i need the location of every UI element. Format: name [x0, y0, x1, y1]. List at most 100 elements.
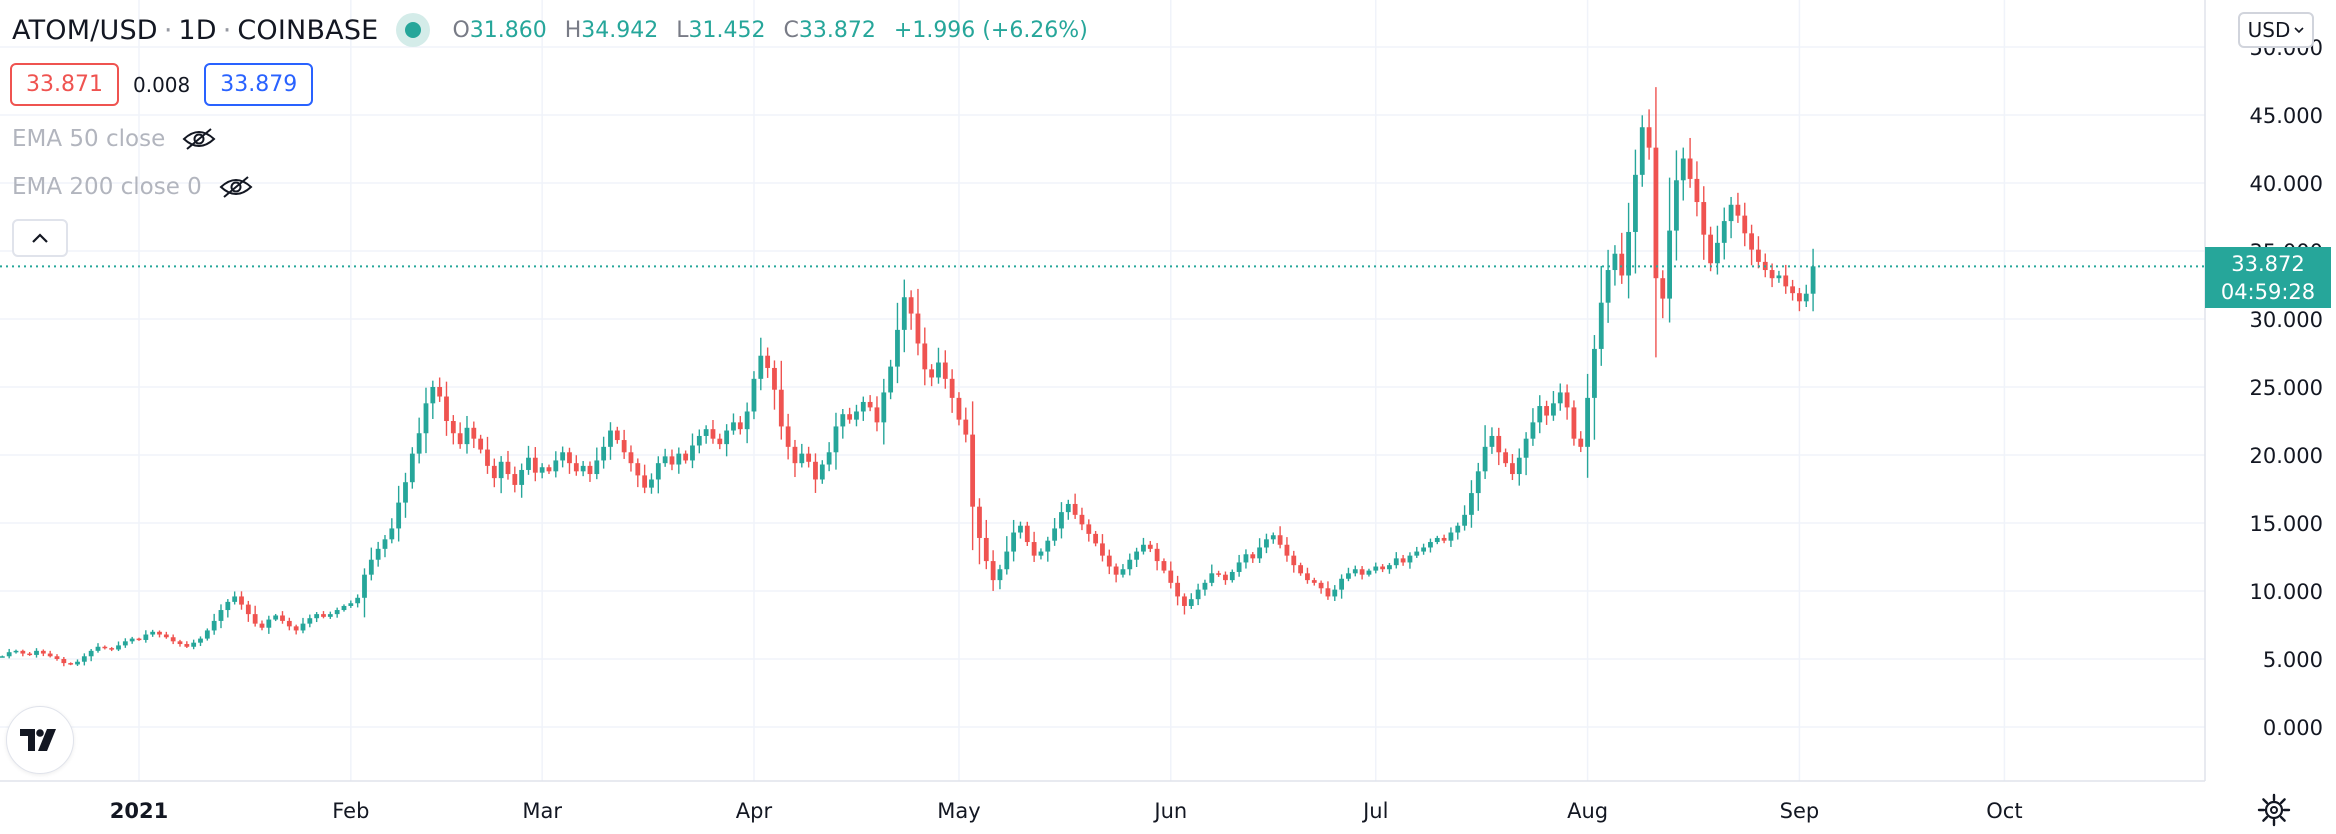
candle: [1592, 335, 1597, 440]
interval-label[interactable]: 1D: [178, 14, 217, 46]
candle: [170, 634, 176, 645]
candle: [560, 446, 566, 468]
candle: [1223, 571, 1228, 585]
candle: [184, 641, 190, 649]
candle: [375, 541, 381, 567]
candle: [444, 381, 449, 436]
candle: [758, 337, 764, 391]
candle: [88, 649, 94, 662]
candle: [27, 652, 33, 656]
candle: [799, 443, 805, 468]
candle: [334, 607, 340, 618]
candle: [1182, 593, 1187, 615]
candle: [307, 614, 313, 628]
time-axis[interactable]: 2021 Feb Mar Apr May Jun Jul Aug Sep Oct: [110, 799, 2023, 823]
candle: [1475, 462, 1481, 511]
candle: [683, 450, 689, 464]
candle: [792, 439, 798, 478]
candle: [1168, 561, 1174, 589]
candle: [286, 617, 292, 631]
candle: [1100, 534, 1105, 562]
candle: [1544, 400, 1549, 425]
candle: [1284, 537, 1290, 562]
candle: [703, 425, 709, 444]
candle: [1065, 499, 1071, 520]
candle: [1134, 547, 1140, 568]
candle: [348, 600, 354, 608]
price-axis[interactable]: 0.000 5.000 10.000 15.000 20.000 25.000 30.000…: [2250, 36, 2323, 740]
time-tick-label: Apr: [736, 799, 773, 823]
candle: [1797, 287, 1802, 312]
candle: [430, 380, 436, 419]
candle: [129, 636, 135, 644]
candle: [1045, 536, 1051, 562]
symbol-name[interactable]: ATOM/USD: [12, 14, 158, 46]
candle: [970, 401, 976, 551]
candle: [498, 456, 504, 494]
eye-off-icon[interactable]: [218, 175, 254, 199]
candle: [744, 402, 750, 444]
candle: [1011, 519, 1017, 562]
candle: [1052, 518, 1058, 546]
candle: [1776, 270, 1782, 283]
indicator-ema-200[interactable]: EMA 200 close 0: [12, 174, 254, 200]
candle: [1359, 566, 1365, 580]
candle: [908, 290, 914, 330]
candle: [539, 463, 545, 479]
candle: [956, 392, 962, 426]
candle: [532, 447, 538, 482]
candle: [1783, 264, 1789, 294]
indicator-ema-50[interactable]: EMA 50 close: [12, 126, 217, 152]
currency-selector[interactable]: USD: [2238, 12, 2314, 48]
candle: [1701, 186, 1707, 260]
candle: [1257, 538, 1263, 563]
candle: [840, 408, 846, 439]
candle: [1209, 564, 1215, 587]
candle: [1004, 536, 1010, 575]
low-key: L: [676, 17, 689, 43]
candle: [1653, 87, 1659, 358]
candle: [1721, 207, 1727, 260]
candle: [225, 599, 231, 618]
candle: [1619, 232, 1625, 284]
chevron-up-icon: [32, 233, 48, 243]
symbol-header: ATOM/USD · 1D · COINBASE O31.860 H34.942…: [12, 10, 1088, 50]
candle: [826, 442, 832, 472]
candle: [614, 426, 620, 444]
candle: [1687, 137, 1693, 188]
eye-off-icon[interactable]: [181, 127, 217, 151]
price-tick-label: 10.000: [2250, 580, 2323, 604]
price-tick-label: 40.000: [2250, 172, 2323, 196]
tradingview-logo-icon[interactable]: [6, 706, 74, 774]
candle: [177, 639, 183, 647]
buy-button[interactable]: 33.879: [204, 63, 314, 106]
candle: [731, 413, 736, 435]
candle: [355, 594, 361, 608]
candle: [1496, 427, 1502, 466]
gear-icon[interactable]: [2256, 792, 2292, 828]
candle: [833, 412, 839, 470]
candle: [881, 378, 887, 445]
candle: [1441, 534, 1447, 544]
candle: [1018, 521, 1023, 539]
close-key: C: [783, 17, 799, 43]
candle: [1407, 552, 1413, 569]
candle: [1489, 427, 1495, 454]
price-tick-label: 30.000: [2250, 308, 2323, 332]
collapse-legend-button[interactable]: [12, 219, 68, 257]
candle: [1188, 593, 1194, 609]
candle: [895, 302, 900, 384]
candle: [232, 591, 238, 605]
candle: [785, 413, 791, 460]
close-value: 33.872: [798, 17, 876, 43]
candle: [1298, 562, 1304, 576]
candle: [580, 461, 586, 477]
sell-button[interactable]: 33.871: [10, 63, 119, 106]
candle: [1571, 400, 1577, 446]
candle: [655, 456, 661, 494]
candle: [1305, 567, 1310, 584]
candle: [245, 600, 251, 622]
high-value: 34.942: [581, 17, 659, 43]
market-status-icon[interactable]: [396, 13, 431, 47]
